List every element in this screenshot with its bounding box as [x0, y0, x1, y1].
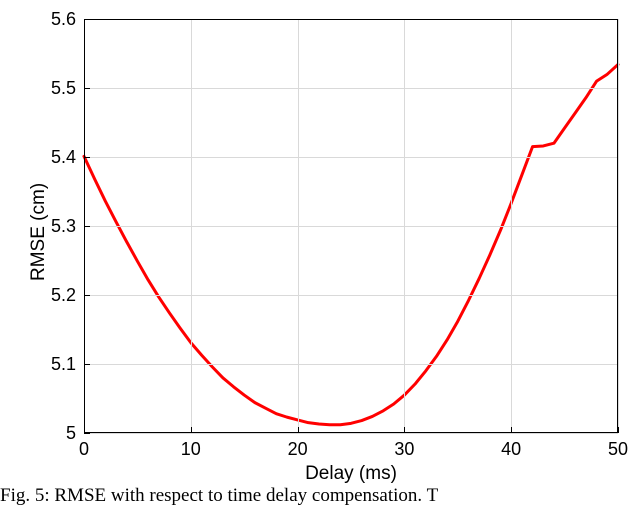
- grid-line-horizontal: [84, 433, 618, 434]
- x-tick-label: 20: [286, 439, 310, 460]
- x-tick-label: 40: [499, 439, 523, 460]
- y-tick-label: 5.3: [51, 216, 76, 237]
- y-tick-label: 5: [66, 423, 76, 444]
- figure: Delay (ms) RMSE (cm) Fig. 5: RMSE with r…: [0, 0, 640, 505]
- x-tick: [618, 427, 619, 433]
- grid-line-vertical: [618, 19, 619, 433]
- y-tick-label: 5.4: [51, 147, 76, 168]
- y-axis-label: RMSE (cm): [28, 183, 50, 281]
- plot-border-overlay: [84, 19, 618, 433]
- y-tick-label: 5.6: [51, 9, 76, 30]
- y-tick-label: 5.2: [51, 285, 76, 306]
- y-tick: [84, 433, 90, 434]
- y-tick-label: 5.5: [51, 78, 76, 99]
- x-tick-label: 10: [179, 439, 203, 460]
- x-tick-label: 30: [392, 439, 416, 460]
- y-tick-label: 5.1: [51, 354, 76, 375]
- figure-caption: Fig. 5: RMSE with respect to time delay …: [0, 485, 438, 507]
- x-axis-label: Delay (ms): [301, 463, 401, 485]
- x-tick-label: 50: [606, 439, 630, 460]
